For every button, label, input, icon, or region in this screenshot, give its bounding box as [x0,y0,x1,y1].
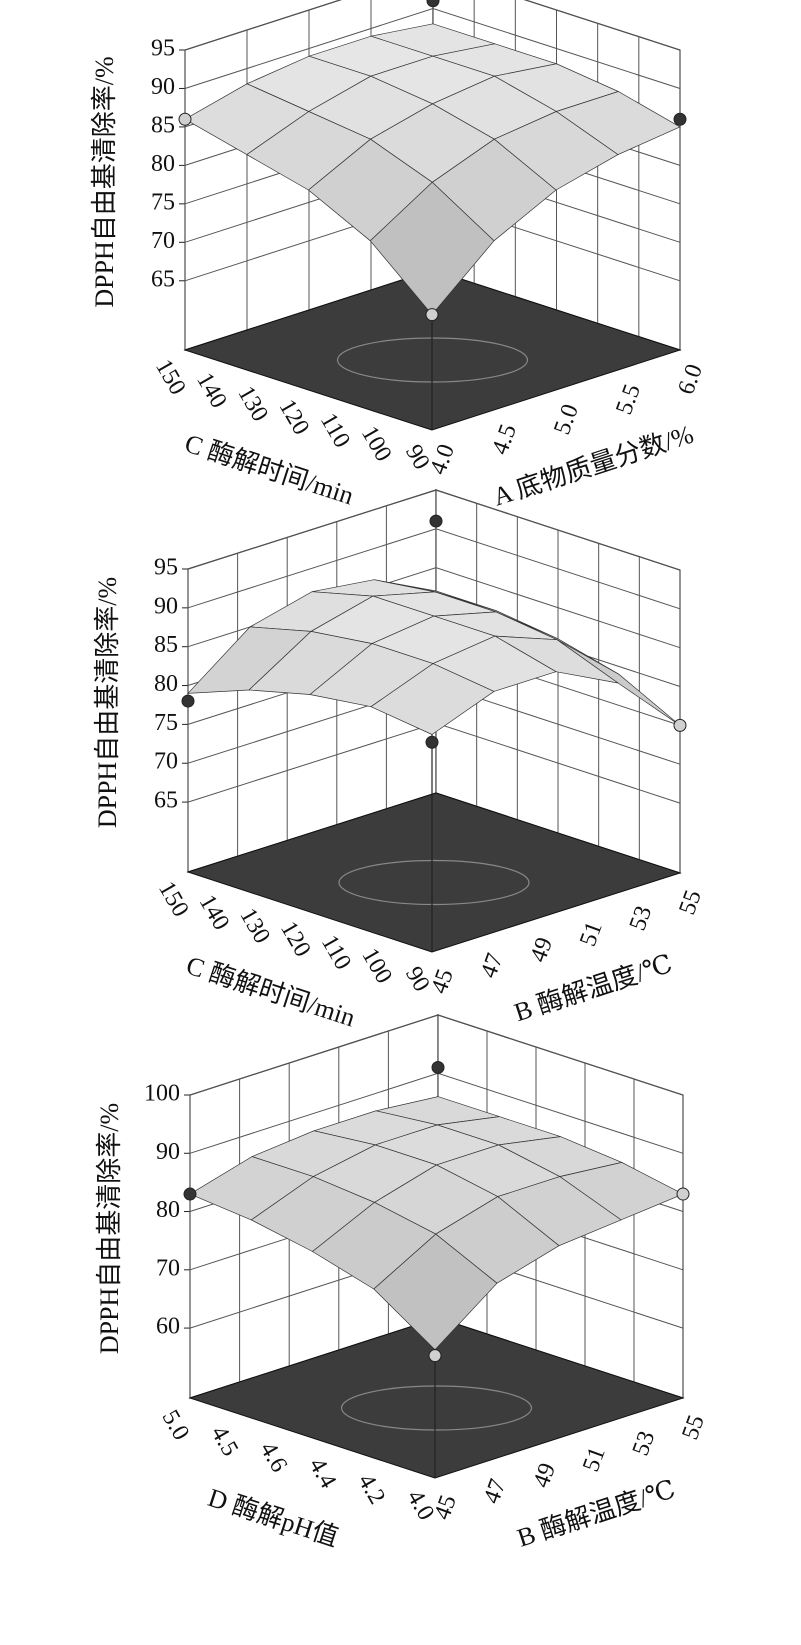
x-tick-label: 110 [316,931,356,974]
design-point [428,1349,442,1363]
design-point [673,112,687,126]
contour-decoration [340,1385,533,1431]
surface-chart: 6570758085909545474951535590100110120130… [93,489,707,1033]
x-tick-label: 4.5 [206,1422,244,1461]
x-tick-label: 120 [275,917,316,961]
y-tick-label: 53 [625,903,658,934]
x-tick-label: 130 [232,382,273,426]
x-tick-label: 120 [274,395,315,439]
x-axis-title: D 酶解pH值 [205,1483,342,1552]
y-tick-label: 55 [677,1412,710,1443]
x-tick-label: 110 [315,409,355,452]
z-tick-label: 75 [154,710,178,736]
y-tick-label: 5.0 [549,401,584,438]
z-tick-label: 70 [151,228,175,254]
x-tick-label: 150 [153,877,194,921]
z-tick-label: 80 [154,671,178,697]
x-tick-label: 130 [234,904,275,948]
design-point [431,1060,445,1074]
y-tick-label: 47 [476,950,509,981]
z-tick-label: 75 [151,189,175,215]
y-tick-label: 49 [525,934,558,965]
design-point [183,1187,197,1201]
z-axis-title: DPPH自由基清除率/% [93,577,122,828]
x-tick-label: 4.2 [353,1470,391,1509]
y-tick-label: 51 [578,1444,611,1475]
x-tick-label: 140 [191,368,232,412]
surface-chart: 657075808590954.04.55.05.56.090100110120… [90,0,708,512]
z-tick-label: 70 [154,749,178,775]
surface-chart: 607080901004547495153554.04.24.44.64.55.… [95,1014,710,1553]
y-tick-label: 49 [528,1460,561,1491]
design-point [673,718,687,732]
x-tick-label: 4.0 [402,1486,440,1525]
z-axis-title: DPPH自由基清除率/% [95,1103,124,1354]
z-tick-label: 85 [151,112,175,138]
x-tick-label: 4.4 [304,1454,342,1493]
x-tick-label: 100 [356,944,397,988]
z-tick-label: 65 [154,788,178,814]
x-tick-label: 150 [150,355,191,399]
x-tick-label: 100 [356,422,397,466]
design-point [178,112,192,126]
design-point [425,735,439,749]
z-tick-label: 85 [154,632,178,658]
z-tick-label: 70 [156,1255,180,1281]
x-tick-label: 90 [400,962,435,996]
design-point [429,514,443,528]
design-point [676,1187,690,1201]
z-tick-label: 80 [151,151,175,177]
z-axis-title: DPPH自由基清除率/% [90,56,119,307]
design-point [425,308,439,322]
z-tick-label: 90 [151,74,175,100]
x-tick-label: 4.6 [255,1438,293,1477]
y-tick-label: 51 [575,918,608,949]
z-tick-label: 100 [144,1081,180,1107]
z-tick-label: 80 [156,1197,180,1223]
surface-cell [370,663,495,735]
surface-cell [373,1233,498,1351]
y-tick-label: 5.5 [611,381,646,418]
floor [186,792,682,953]
z-tick-label: 65 [151,266,175,292]
z-tick-label: 90 [156,1139,180,1165]
y-tick-label: 6.0 [673,361,708,398]
x-tick-label: 5.0 [157,1406,195,1445]
y-tick-label: 47 [479,1476,512,1507]
design-point [181,694,195,708]
z-tick-label: 90 [154,593,178,619]
z-tick-label: 60 [156,1314,180,1340]
contour-decoration [338,859,530,906]
y-tick-label: 55 [674,887,707,918]
z-tick-label: 95 [151,36,175,62]
z-tick-label: 95 [154,555,178,581]
surface-cell [369,181,495,316]
design-point [426,0,440,8]
x-tick-label: 140 [194,890,235,934]
y-tick-label: 53 [628,1428,661,1459]
y-tick-label: 4.5 [487,421,522,458]
